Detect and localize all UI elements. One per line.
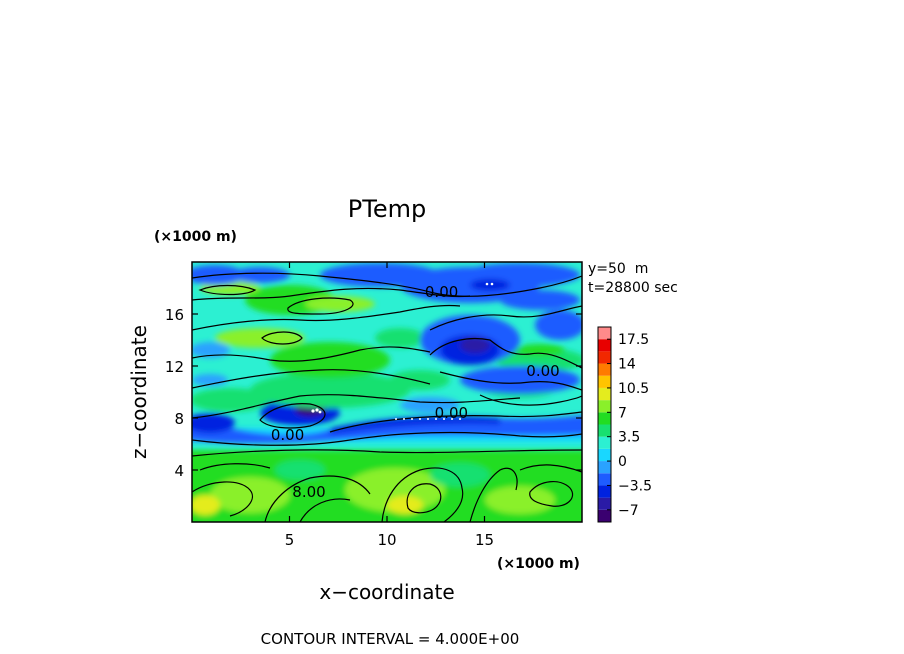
contour-value-label: 0.00 xyxy=(425,283,458,301)
contour-label-layer: 0.00 0.00 0.00 0.00 8.00 xyxy=(271,283,560,501)
contour-value-label: 0.00 xyxy=(435,404,468,422)
colorbar-tick-label: 17.5 xyxy=(618,332,649,348)
colorbar-frame xyxy=(597,326,612,523)
info-line-t: t=28800 sec xyxy=(588,280,678,296)
y-tick-label: 4 xyxy=(174,462,184,480)
colorbar-tick-label: 0 xyxy=(618,454,627,470)
y-tick-label: 12 xyxy=(165,358,184,376)
colorbar-swatch xyxy=(598,436,611,449)
marker-dots xyxy=(311,282,494,420)
y-axis-label: z−coordinate xyxy=(127,325,151,459)
x-axis-label: x−coordinate xyxy=(319,580,454,604)
y-tick-label: 16 xyxy=(165,306,184,324)
y-axis: 4 8 12 16 xyxy=(165,306,582,480)
colorbar-tick-label: 14 xyxy=(618,357,636,373)
colorbar-tick-label: 3.5 xyxy=(618,430,640,446)
x-tick-label: 10 xyxy=(377,531,396,549)
colorbar-swatch xyxy=(598,424,611,437)
colorbar-swatch xyxy=(598,387,611,401)
contour-value-label: 8.00 xyxy=(292,483,325,501)
colorbar-swatch xyxy=(598,351,611,364)
contour-value-label: 0.00 xyxy=(271,426,304,444)
colorbar-swatch xyxy=(598,461,611,474)
colorbar-tick-label: 10.5 xyxy=(618,381,649,397)
x-unit-label: (×1000 m) xyxy=(497,556,580,572)
colorbar-swatch xyxy=(598,412,611,425)
heatmap-plot: 0.00 0.00 0.00 0.00 8.00 xyxy=(191,261,583,523)
y-unit-label: (×1000 m) xyxy=(154,229,237,245)
colorbar-swatch xyxy=(598,448,611,462)
colorbar-swatch xyxy=(598,375,611,388)
colorbar-swatch xyxy=(598,400,611,413)
x-tick-label: 5 xyxy=(285,531,295,549)
colorbar-swatch xyxy=(598,497,611,510)
colorbar-swatch xyxy=(598,509,611,522)
colorbar-tick-label: 7 xyxy=(618,405,627,421)
colorbar-swatch xyxy=(598,339,611,352)
colorbar-swatch xyxy=(598,363,611,376)
colorbar-swatch xyxy=(598,485,611,498)
chart-title: PTemp xyxy=(348,195,426,223)
contour-lines xyxy=(192,272,582,522)
x-tick-label: 15 xyxy=(475,531,494,549)
colorbar-tick-label: −3.5 xyxy=(618,478,652,494)
contour-value-label: 0.00 xyxy=(526,362,559,380)
y-tick-label: 8 xyxy=(174,410,184,428)
info-line-y: y=50 m xyxy=(588,261,648,277)
colorbar-swatch xyxy=(598,473,611,486)
colorbar-swatch xyxy=(598,327,611,340)
colorbar: −7 −3.5 0 3.5 7 10.5 14 17.5 xyxy=(597,326,652,523)
colorbar-tick-label: −7 xyxy=(618,503,639,519)
contour-interval: CONTOUR INTERVAL = 4.000E+00 xyxy=(261,630,520,648)
x-axis: 5 10 15 xyxy=(285,262,494,549)
